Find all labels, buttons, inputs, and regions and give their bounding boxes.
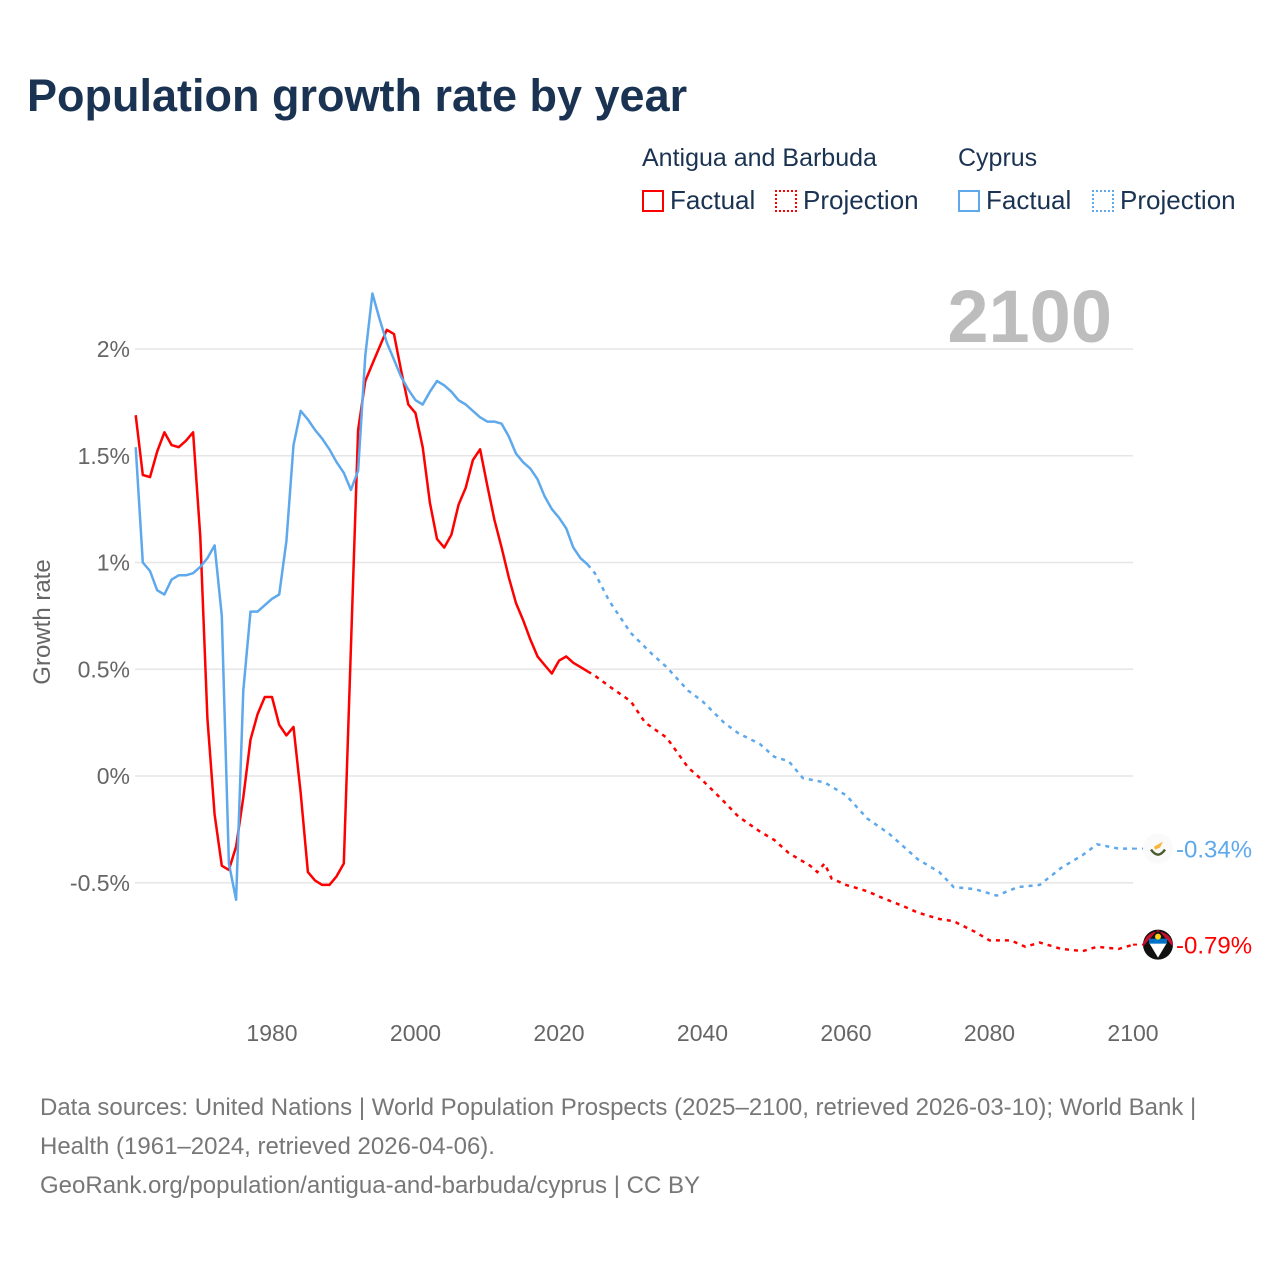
x-tick-label: 2060 [820, 1020, 871, 1046]
chart-title: Population growth rate by year [27, 70, 688, 121]
y-tick-label: 0% [97, 763, 130, 789]
legend-dotted-swatch-icon [1092, 189, 1114, 212]
cyprus-flag-map-icon [1154, 841, 1163, 850]
legend-cyprus-factual[interactable]: Factual [958, 185, 1071, 216]
y-tick-label: -0.5% [70, 870, 130, 896]
antigua-flag-sun-icon [1155, 933, 1161, 940]
cyprus-projection-line [586, 563, 1133, 897]
cyprus-end-value-label: -0.34% [1176, 837, 1252, 864]
legend-label: Projection [1120, 185, 1236, 215]
antigua-flag-white-icon [1149, 942, 1167, 958]
legend-group-antigua: Antigua and Barbuda [642, 144, 877, 172]
y-tick-label: 2% [97, 336, 130, 362]
legend-solid-swatch-icon [958, 189, 980, 212]
attribution-link[interactable]: GeoRank.org/population/antigua-and-barbu… [40, 1172, 700, 1199]
x-tick-label: 1980 [246, 1020, 297, 1046]
legend-label: Factual [670, 185, 756, 215]
legend-solid-swatch-icon [642, 189, 664, 212]
x-tick-label: 2040 [677, 1020, 728, 1046]
legend-antigua-factual[interactable]: Factual [642, 185, 755, 216]
x-tick-label: 2020 [533, 1020, 584, 1046]
y-axis-label: Growth rate [29, 559, 56, 684]
legend-group-cyprus: Cyprus [958, 144, 1038, 172]
cyprus-factual-line [134, 292, 589, 902]
chart-area: 2% 1.5% 1% 0.5% 0% -0.5% 1980 2000 2020 2040 2060 2… [29, 275, 1252, 1046]
legend-dotted-swatch-icon [775, 189, 797, 212]
data-sources-text: Data sources: United Nations | World Pop… [40, 1094, 1197, 1160]
source-note: Data sources: United Nations | World Pop… [40, 1088, 1240, 1205]
x-tick-label: 2080 [964, 1020, 1015, 1046]
antigua-end-value-label: -0.79% [1176, 933, 1252, 960]
y-tick-label: 1.5% [78, 443, 130, 469]
antigua-flag-red-icon [1142, 929, 1173, 947]
antigua-projection-line [587, 670, 1134, 953]
year-display: 2100 [947, 275, 1112, 358]
x-tick-label: 2100 [1107, 1020, 1158, 1046]
antigua-flag-blue-icon [1149, 938, 1167, 944]
legend-antigua-projection[interactable]: Projection [775, 185, 919, 216]
y-tick-label: 0.5% [78, 656, 130, 682]
legend-label: Factual [986, 185, 1072, 215]
x-tick-label: 2000 [390, 1020, 441, 1046]
legend-label: Projection [803, 185, 919, 215]
legend-cyprus-projection[interactable]: Projection [1092, 185, 1236, 216]
cyprus-flag-olive-icon [1149, 848, 1167, 856]
cyprus-flag-icon [1143, 833, 1173, 864]
y-tick-label: 1% [97, 550, 130, 576]
